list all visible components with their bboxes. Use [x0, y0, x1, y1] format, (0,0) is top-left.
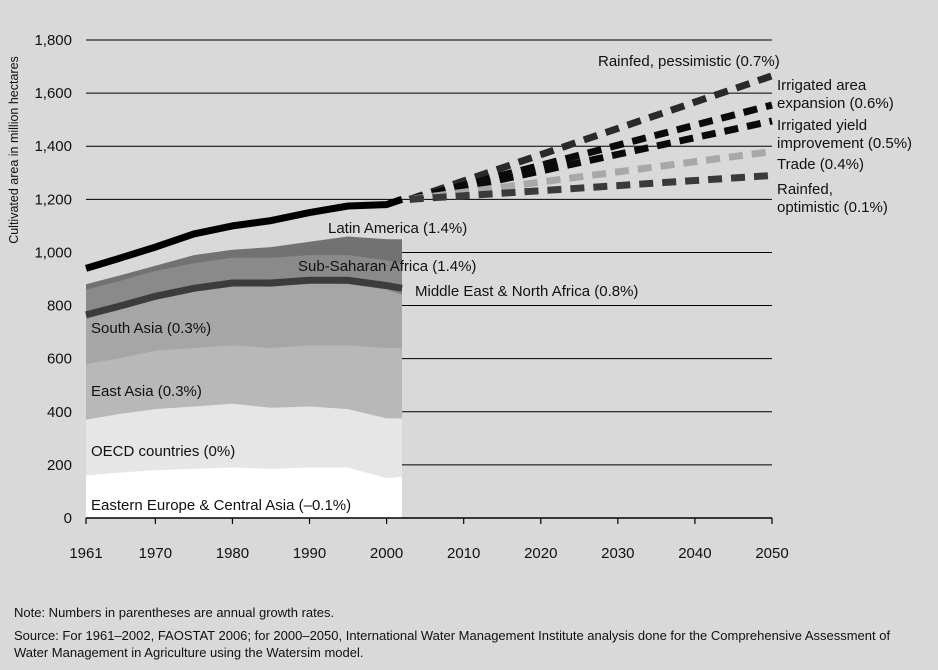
projection-irrigated-area-expansion-0-6: [408, 101, 773, 203]
projection-label-trade-0-4: Trade (0.4%): [777, 156, 864, 173]
projection-label-rainfed: Rainfed,: [777, 181, 833, 198]
area-eastern-europe-central-asia-0-1: [86, 467, 402, 518]
x-tick-label-2050: 2050: [755, 545, 788, 562]
y-tick-label-400: 400: [47, 404, 72, 421]
source-text: Source: For 1961–2002, FAOSTAT 2006; for…: [14, 628, 891, 660]
line-total-historical: [84, 195, 404, 272]
chart-labels: Latin America (1.4%) Sub-Saharan Africa (…: [91, 53, 912, 514]
x-tick-label-2010: 2010: [447, 545, 480, 562]
x-tick-label-2000: 2000: [370, 545, 403, 562]
y-tick-label-1800: 1,800: [34, 32, 72, 49]
y-tick-label-200: 200: [47, 457, 72, 474]
x-tick-label-2030: 2030: [601, 545, 634, 562]
x-tick-label-2040: 2040: [678, 545, 711, 562]
projection-label-improvement-0-5: improvement (0.5%): [777, 135, 912, 152]
stacked-areas: [86, 236, 402, 518]
y-tick-label-600: 600: [47, 351, 72, 368]
projection-label-rainfed-pessimistic-0-7: Rainfed, pessimistic (0.7%): [598, 53, 780, 70]
y-tick-label-800: 800: [47, 298, 72, 315]
y-tick-label-1200: 1,200: [34, 191, 72, 208]
projection-irrigated-yield-improvement-0-5: [408, 117, 773, 203]
gridlines: [86, 39, 772, 466]
region-label-south-asia-0-3: South Asia (0.3%): [91, 320, 211, 337]
region-label-latin-america-1-4: Latin America (1.4%): [328, 220, 467, 237]
y-axis-label: Cultivated area in million hectares: [7, 56, 21, 244]
x-tick-label-1980: 1980: [216, 545, 249, 562]
projection-trade-0-4: [409, 148, 773, 203]
x-tick-label-2020: 2020: [524, 545, 557, 562]
projection-label-optimistic-0-1: optimistic (0.1%): [777, 199, 888, 216]
y-tick-label-0: 0: [64, 510, 72, 527]
notes: Note: Numbers in parentheses are annual …: [14, 604, 924, 667]
chart: 1961 1970 1980 1990 2000 2010 2020 2030 2040 2050…: [7, 32, 912, 562]
y-tick-label-1600: 1,600: [34, 85, 72, 102]
region-label-east-asia-0-3: East Asia (0.3%): [91, 383, 202, 400]
y-tick-label-1400: 1,400: [34, 138, 72, 155]
axes: 1961 1970 1980 1990 2000 2010 2020 2030 2040 2050…: [7, 32, 789, 562]
region-label-oecd-countries-0: OECD countries (0%): [91, 443, 235, 460]
projection-label-irrigated-yield: Irrigated yield: [777, 117, 867, 134]
line-mena-boundary: [85, 276, 403, 319]
note-text: Note: Numbers in parentheses are annual …: [14, 605, 335, 620]
x-tick-label-1970: 1970: [139, 545, 172, 562]
projection-label-expansion-0-6: expansion (0.6%): [777, 95, 894, 112]
region-label-sub-saharan-africa-1-4: Sub-Saharan Africa (1.4%): [298, 258, 476, 275]
projection-rainfed-pessimistic-0-7: [408, 72, 774, 203]
projection-label-irrigated-area: Irrigated area: [777, 77, 867, 94]
projection-rainfed-optimistic-0-1: [409, 171, 773, 203]
region-label-eastern-europe-central-asia-0-1: Eastern Europe & Central Asia (–0.1%): [91, 497, 351, 514]
x-tick-label-1990: 1990: [293, 545, 326, 562]
x-tick-label-1961: 1961: [69, 545, 102, 562]
y-tick-label-1000: 1,000: [34, 244, 72, 261]
series-lines: [84, 72, 774, 319]
region-label-middle-east-north-africa-0-8: Middle East & North Africa (0.8%): [415, 283, 638, 300]
